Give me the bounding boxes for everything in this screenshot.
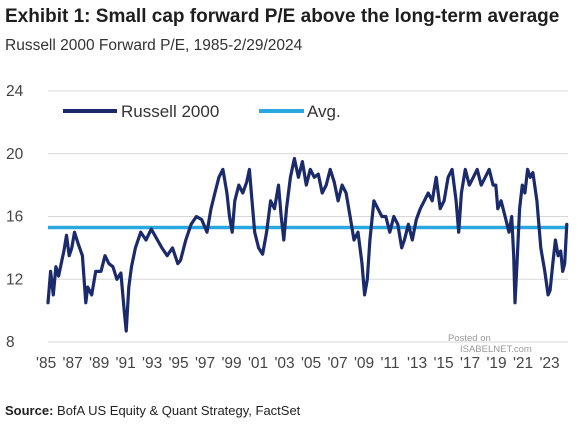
y-tick-label-20: 20 [6,146,24,163]
x-tick-label-2019: '19 [486,355,506,372]
x-tick-label-1985: '85 [36,355,56,372]
y-tick-label-16: 16 [6,209,23,226]
x-tick-label-2015: '15 [433,355,453,372]
x-tick-label-2021: '21 [513,355,533,372]
x-tick-label-2009: '09 [354,355,374,372]
y-axis-ticks: 8 12 16 20 24 [6,83,24,351]
y-tick-label-8: 8 [6,334,15,351]
x-tick-label-1993: '93 [142,355,162,372]
x-tick-label-2011: '11 [380,355,399,372]
x-tick-label-1987: '87 [62,355,82,372]
y-tick-label-24: 24 [6,83,24,100]
x-tick-label-1995: '95 [168,355,188,372]
x-tick-label-1997: '97 [195,355,215,372]
legend-label-russell-2000: Russell 2000 [121,102,219,121]
legend-label-avg: Avg. [307,102,341,121]
x-tick-label-2001: '01 [248,355,268,372]
watermark-line1: Posted on [448,333,491,344]
source-text: BofA US Equity & Quant Strategy, FactSet [57,403,301,418]
x-tick-label-2005: '05 [301,355,321,372]
watermark-line2: ISABELNET.com [460,344,532,355]
page-subtitle: Russell 2000 Forward P/E, 1985-2/29/2024 [5,37,303,54]
series-group [46,156,569,333]
x-tick-label-2023: '23 [539,355,559,372]
x-tick-label-1989: '89 [89,355,109,372]
page-title: Exhibit 1: Small cap forward P/E above t… [5,6,560,27]
legend: Russell 2000 Avg. [63,102,341,121]
source-label: Source: [5,403,54,418]
x-tick-label-2017: '17 [460,355,480,372]
source-note: Source: BofA US Equity & Quant Strategy,… [5,403,300,418]
x-axis-ticks: '85 '87 '89 '91 '93 '95 '97 '99 '01 '03 '05 '07 '09 '… [36,355,560,372]
x-tick-label-2007: '07 [327,355,347,372]
gridlines [48,90,568,343]
series-russell-2000-line [46,156,569,333]
x-tick-label-2013: '13 [407,355,427,372]
x-tick-label-2003: '03 [274,355,294,372]
watermark: Posted on ISABELNET.com [448,333,532,355]
x-tick-label-1999: '99 [221,355,241,372]
y-tick-label-12: 12 [6,271,23,288]
x-tick-label-1991: '91 [115,355,135,372]
